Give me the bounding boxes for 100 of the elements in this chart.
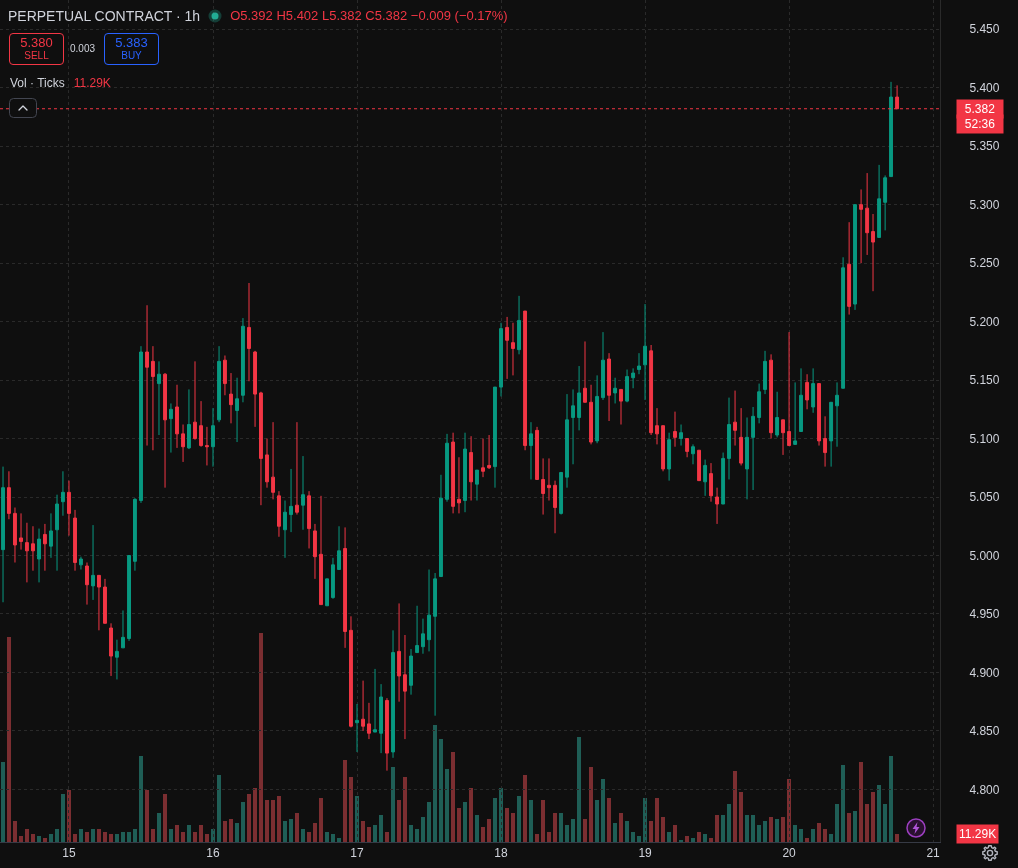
bar xyxy=(228,818,234,842)
candlestick xyxy=(697,449,702,482)
candlestick xyxy=(871,213,875,292)
candlestick xyxy=(673,411,677,448)
bar xyxy=(720,814,726,842)
candlestick xyxy=(199,400,203,448)
candlestick xyxy=(535,426,539,480)
candlestick xyxy=(565,393,569,489)
bar xyxy=(0,762,6,842)
candlestick xyxy=(319,495,323,606)
candlestick xyxy=(841,256,846,389)
candlestick xyxy=(78,556,83,571)
bar xyxy=(12,821,18,842)
candlestick xyxy=(325,578,330,607)
candlestick xyxy=(49,512,53,559)
bar xyxy=(546,831,552,842)
bar xyxy=(174,825,180,842)
candlestick xyxy=(211,407,215,468)
candlestick xyxy=(445,433,449,503)
bar xyxy=(714,814,720,842)
candlestick xyxy=(19,512,23,551)
bar xyxy=(558,812,564,842)
candlestick xyxy=(121,609,125,649)
candlestick xyxy=(175,384,179,449)
candlestick xyxy=(355,703,359,753)
candlestick xyxy=(421,618,425,655)
bar xyxy=(144,789,150,842)
candlestick xyxy=(451,432,456,514)
bar xyxy=(246,793,252,842)
bar xyxy=(588,766,594,842)
bar xyxy=(522,774,528,842)
bar xyxy=(594,800,600,842)
candlestick xyxy=(607,352,611,422)
candlestick xyxy=(265,438,269,489)
candlestick xyxy=(853,204,857,311)
candlestick xyxy=(865,172,870,256)
candlestick xyxy=(403,634,407,740)
candlestick xyxy=(295,421,299,516)
candlestick xyxy=(631,367,636,389)
bar xyxy=(384,831,390,842)
bar xyxy=(6,636,12,842)
candlestick xyxy=(337,525,341,571)
candlestick xyxy=(6,470,11,520)
bar xyxy=(480,827,486,842)
candlestick xyxy=(127,554,131,642)
bar xyxy=(198,825,204,842)
bar xyxy=(606,798,612,842)
bar xyxy=(816,823,822,842)
candlestick xyxy=(727,397,731,480)
y-tick-label: 5.350 xyxy=(969,139,1000,154)
bar xyxy=(438,739,444,842)
bar xyxy=(270,800,276,842)
candlestick xyxy=(541,457,546,516)
bar xyxy=(192,831,198,842)
bar xyxy=(84,831,90,842)
x-tick-label: 16 xyxy=(206,846,220,861)
candlestick xyxy=(577,365,582,431)
annotation: 5.380 xyxy=(20,35,53,50)
bar xyxy=(186,825,192,842)
bar xyxy=(654,798,660,842)
x-tick-label: 19 xyxy=(638,846,653,861)
candlestick xyxy=(517,295,521,355)
candlestick xyxy=(145,304,149,447)
bar xyxy=(768,816,774,842)
bar xyxy=(252,787,258,842)
bar xyxy=(552,812,558,842)
candlestick xyxy=(91,524,95,601)
bar xyxy=(264,800,270,842)
bar xyxy=(138,756,144,842)
bar xyxy=(648,821,654,842)
bar xyxy=(90,829,96,842)
candlestick xyxy=(559,471,564,516)
candlestick xyxy=(289,468,294,533)
candlestick xyxy=(313,523,317,580)
candlestick xyxy=(553,480,557,534)
x-tick-label: 15 xyxy=(62,846,76,861)
candlestick xyxy=(13,507,17,563)
bar xyxy=(486,818,492,842)
candlestick xyxy=(769,353,774,440)
candlestick xyxy=(253,350,257,428)
candlestick xyxy=(715,487,720,525)
bar xyxy=(564,825,570,842)
bar xyxy=(96,829,102,842)
candlestick xyxy=(229,372,233,424)
candlestick xyxy=(307,490,312,549)
candlestick xyxy=(151,345,155,451)
bar xyxy=(102,831,108,842)
bar xyxy=(576,737,582,842)
candlestick xyxy=(331,557,335,600)
bar xyxy=(744,814,750,842)
candlestick xyxy=(241,317,245,403)
candlestick xyxy=(625,369,629,403)
candlestick xyxy=(793,381,798,445)
bar xyxy=(372,825,378,842)
candlestick xyxy=(31,525,35,572)
candlestick xyxy=(361,680,366,732)
candlestick xyxy=(235,377,239,443)
bar xyxy=(528,800,534,842)
bar xyxy=(180,831,186,842)
bar xyxy=(510,812,516,842)
